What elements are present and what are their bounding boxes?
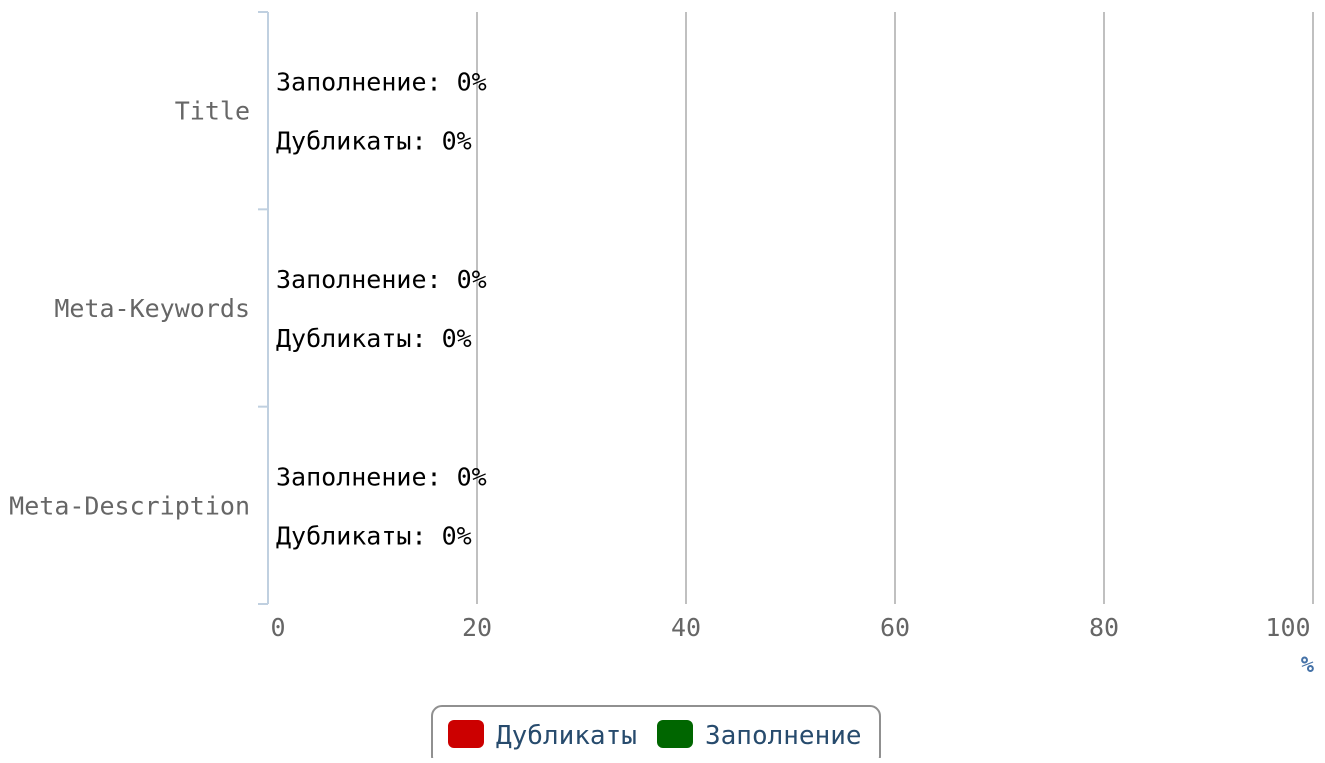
data-label: Дубликаты: 0% xyxy=(276,521,472,550)
legend-swatch xyxy=(657,720,693,748)
category-label: Meta-Keywords xyxy=(54,294,250,323)
legend-item[interactable]: Дубликаты xyxy=(496,721,637,751)
x-tick-label: 20 xyxy=(462,613,492,642)
category-label: Title xyxy=(175,97,250,126)
x-tick-label: 80 xyxy=(1089,613,1119,642)
legend-swatch xyxy=(448,720,484,748)
value-axis-unit: % xyxy=(1301,653,1315,678)
data-label: Дубликаты: 0% xyxy=(276,127,472,156)
data-label: Дубликаты: 0% xyxy=(276,324,472,353)
category-label: Meta-Description xyxy=(9,491,250,520)
value-axis-ticks: 0 20 40 60 80 100 xyxy=(270,613,1310,642)
data-label: Заполнение: 0% xyxy=(276,68,487,97)
gridlines xyxy=(476,12,1314,604)
data-labels: Заполнение: 0% Дубликаты: 0% Заполнение: 0… xyxy=(276,68,487,551)
legend-box xyxy=(431,705,881,763)
data-label: Заполнение: 0% xyxy=(276,462,487,491)
x-tick-label: 0 xyxy=(270,613,285,642)
category-axis: Title Meta-Keywords Meta-Description xyxy=(9,11,269,605)
x-tick-label: 60 xyxy=(880,613,910,642)
legend: Дубликаты Заполнение xyxy=(431,705,881,763)
x-tick-label: 100 xyxy=(1265,613,1310,642)
x-tick-label: 40 xyxy=(671,613,701,642)
legend-item[interactable]: Заполнение xyxy=(705,721,862,751)
data-label: Заполнение: 0% xyxy=(276,265,487,294)
